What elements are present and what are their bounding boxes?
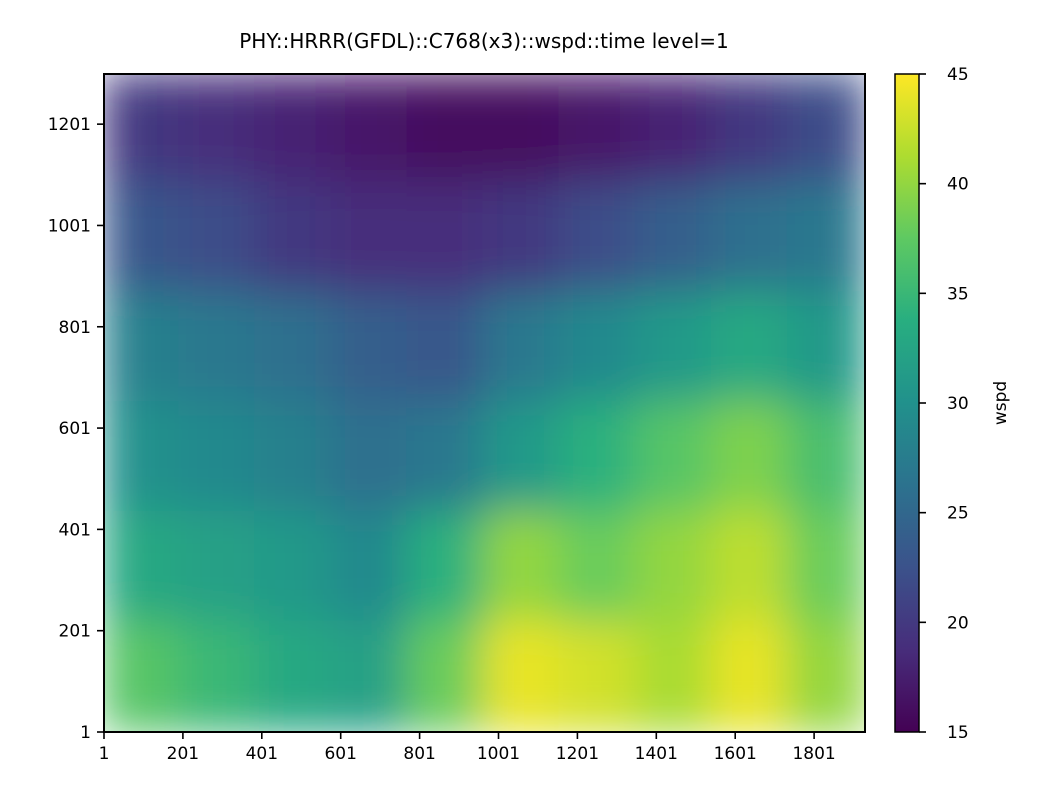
x-tick-label: 1001 xyxy=(477,744,520,764)
colorbar-tick-label: 40 xyxy=(947,175,969,195)
heatmap-cell xyxy=(406,181,487,296)
colorbar-tick-label: 15 xyxy=(947,723,969,743)
heatmap-cell xyxy=(710,401,791,515)
colorbar-tick-label: 35 xyxy=(947,284,969,304)
heatmap-cell xyxy=(254,401,335,515)
x-tick-label: 1601 xyxy=(714,744,757,764)
x-tick-label: 801 xyxy=(403,744,435,764)
heatmap-cell xyxy=(786,510,865,625)
y-tick-label: 201 xyxy=(59,622,91,642)
heatmap-cell xyxy=(330,74,411,186)
heatmap-cell xyxy=(558,291,639,405)
colorbar-tick-label: 45 xyxy=(947,65,969,85)
heatmap-cell xyxy=(482,510,563,625)
heatmap-cell xyxy=(406,620,487,732)
colorbar-tick-label: 20 xyxy=(947,613,969,633)
heatmap-cell xyxy=(178,291,259,405)
heatmap-cell xyxy=(482,620,563,732)
heatmap-cell xyxy=(558,510,639,625)
heatmap-cell xyxy=(786,620,865,732)
heatmap-cell xyxy=(178,510,259,625)
heatmap-cell xyxy=(104,510,183,625)
heatmap-cell xyxy=(634,291,715,405)
colorbar-axis: 15 20 25 30 35 40 45 xyxy=(919,65,969,743)
heatmap-cell xyxy=(710,181,791,296)
heatmap-cell xyxy=(482,181,563,296)
heatmap-cell xyxy=(104,74,183,186)
x-tick-label: 1801 xyxy=(792,744,835,764)
heatmap-cell xyxy=(254,510,335,625)
colorbar-tick-label: 30 xyxy=(947,394,969,414)
y-tick-label: 601 xyxy=(59,419,91,439)
heatmap-cell xyxy=(710,620,791,732)
colorbar xyxy=(894,73,920,733)
heatmap-cell xyxy=(330,510,411,625)
x-tick-label: 401 xyxy=(246,744,278,764)
x-tick-label: 201 xyxy=(167,744,199,764)
heatmap-cell xyxy=(406,401,487,515)
heatmap-cell xyxy=(104,401,183,515)
heatmap-cell xyxy=(104,181,183,296)
heatmap-cell xyxy=(634,620,715,732)
x-tick-label: 601 xyxy=(324,744,356,764)
heatmap-cell xyxy=(254,181,335,296)
heatmap-cell xyxy=(710,510,791,625)
heatmap-cell xyxy=(710,291,791,405)
heatmap-cell xyxy=(786,74,865,186)
heatmap-cell xyxy=(104,291,183,405)
heatmap-cell xyxy=(786,401,865,515)
y-tick-label: 401 xyxy=(59,520,91,540)
colorbar-tick-label: 25 xyxy=(947,504,969,524)
y-tick-label: 1 xyxy=(80,723,91,743)
heatmap-cell xyxy=(634,401,715,515)
heatmap-cell xyxy=(254,620,335,732)
plot-frame xyxy=(103,73,866,733)
x-tick-label: 1401 xyxy=(635,744,678,764)
heatmap-cell xyxy=(634,181,715,296)
heatmap-cell xyxy=(634,74,715,186)
heatmap-cell xyxy=(786,181,865,296)
y-tick-label: 1201 xyxy=(48,115,91,135)
heatmap-cell xyxy=(406,291,487,405)
heatmap-cell xyxy=(558,620,639,732)
heatmap-cell xyxy=(254,291,335,405)
heatmap-cell xyxy=(330,401,411,515)
heatmap-cell xyxy=(178,401,259,515)
heatmap-cell xyxy=(558,74,639,186)
heatmap-cell xyxy=(634,510,715,625)
heatmap-field xyxy=(104,74,865,732)
heatmap-cell xyxy=(330,291,411,405)
heatmap-cell xyxy=(558,181,639,296)
heatmap-cell xyxy=(406,510,487,625)
heatmap-cell xyxy=(786,291,865,405)
y-tick-label: 1001 xyxy=(48,216,91,236)
heatmap-cell xyxy=(104,620,183,732)
chart-title: PHY::HRRR(GFDL)::C768(x3)::wspd::time le… xyxy=(239,29,729,53)
heatmap-cell xyxy=(558,401,639,515)
heatmap-cell xyxy=(482,401,563,515)
colorbar-label: wspd xyxy=(991,381,1011,425)
heatmap-cell xyxy=(710,74,791,186)
heatmap-cell xyxy=(178,181,259,296)
y-tick-label: 801 xyxy=(59,318,91,338)
heatmap-cell xyxy=(330,620,411,732)
heatmap-cell xyxy=(482,291,563,405)
heatmap-cell xyxy=(254,74,335,186)
heatmap-cell xyxy=(178,620,259,732)
heatmap-cell xyxy=(406,74,487,186)
heatmap-cell xyxy=(330,181,411,296)
x-tick-label: 1 xyxy=(99,744,110,764)
heatmap-cell xyxy=(482,74,563,186)
heatmap-cell xyxy=(178,74,259,186)
x-axis: 1 201 401 601 801 1001 1201 1401 1601 1801 xyxy=(99,732,836,764)
x-tick-label: 1201 xyxy=(556,744,599,764)
